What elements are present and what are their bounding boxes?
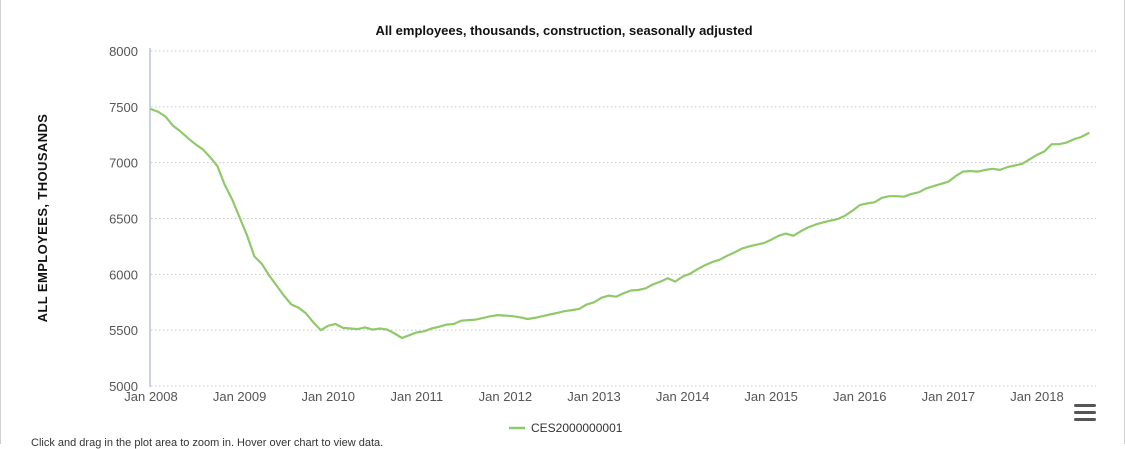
- x-tick-label: Jan 2012: [479, 389, 533, 404]
- y-tick-label: 8000: [109, 44, 138, 59]
- y-tick-label: 6500: [109, 212, 138, 227]
- x-tick-label: Jan 2014: [656, 389, 710, 404]
- y-tick-label: 7000: [109, 156, 138, 171]
- series-group[interactable]: [149, 108, 1090, 340]
- y-tick-label: 5500: [109, 323, 138, 338]
- x-tick-label: Jan 2009: [213, 389, 267, 404]
- chart-instructions: Click and drag in the plot area to zoom …: [31, 437, 384, 449]
- y-tick-label: 6000: [109, 267, 138, 282]
- y-tick-label: 5000: [109, 379, 138, 394]
- x-tick-label: Jan 2017: [922, 389, 976, 404]
- chart-title: All employees, thousands, construction, …: [375, 23, 752, 38]
- x-tick-label: Jan 2013: [567, 389, 621, 404]
- legend-label[interactable]: CES2000000001: [531, 421, 623, 435]
- x-tick-label: Jan 2016: [833, 389, 887, 404]
- x-tick-label: Jan 2010: [301, 389, 355, 404]
- legend[interactable]: CES2000000001: [509, 421, 623, 435]
- x-tick-label: Jan 2011: [391, 389, 444, 404]
- x-tick-label: Jan 2018: [1010, 389, 1064, 404]
- x-axis-ticks: Jan 2008 Jan 2009 Jan 2010 Jan 2011 Jan 2012…: [124, 389, 1063, 404]
- series-line-CES2000000001[interactable]: [149, 108, 1090, 340]
- x-tick-label: Jan 2008: [124, 389, 178, 404]
- y-tick-label: 7500: [109, 100, 138, 115]
- x-tick-label: Jan 2015: [744, 389, 798, 404]
- y-axis-title: ALL EMPLOYEES, THOUSANDS: [35, 114, 50, 323]
- chart-menu-button[interactable]: [1074, 404, 1096, 424]
- gridlines: [151, 50, 1096, 387]
- y-axis-ticks: 5000 5500 6000 6500 7000 7500 8000: [109, 44, 138, 394]
